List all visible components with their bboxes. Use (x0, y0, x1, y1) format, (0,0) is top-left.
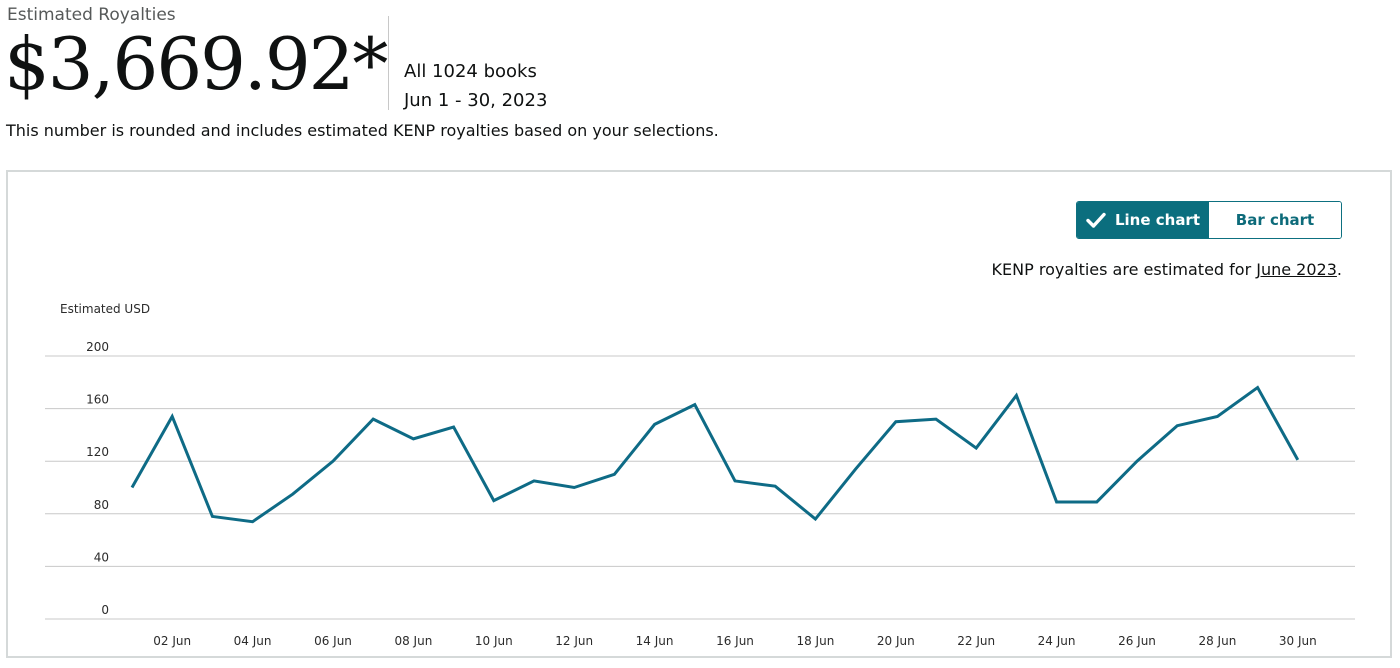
kenp-note-suffix: . (1336, 260, 1342, 279)
bar-chart-label: Bar chart (1235, 211, 1315, 229)
total-royalties-amount: $3,669.92* (4, 22, 388, 106)
x-tick-label: 12 Jun (555, 634, 593, 648)
books-count: All 1024 books (404, 61, 537, 82)
y-axis-ticks: 0 40 80 120 160 200 (86, 340, 109, 617)
y-tick-label: 80 (94, 498, 109, 512)
y-tick-label: 40 (94, 550, 109, 564)
x-tick-label: 10 Jun (475, 634, 513, 648)
kenp-estimate-note: KENP royalties are estimated for June 20… (992, 260, 1342, 279)
data-point[interactable] (970, 442, 982, 454)
data-point[interactable] (528, 475, 540, 487)
series-line (130, 385, 1300, 524)
data-point[interactable] (1252, 382, 1264, 394)
data-point[interactable] (1091, 496, 1103, 508)
data-point[interactable] (729, 475, 741, 487)
estimated-royalties-label: Estimated Royalties (7, 5, 176, 25)
x-tick-label: 22 Jun (957, 634, 995, 648)
data-point[interactable] (1211, 410, 1223, 422)
y-tick-label: 120 (86, 445, 109, 459)
x-axis-ticks: 02 Jun 04 Jun 06 Jun 08 Jun 10 Jun 12 Jun 14 J… (153, 634, 1316, 648)
data-point[interactable] (930, 413, 942, 425)
data-point[interactable] (287, 488, 299, 500)
data-point[interactable] (769, 480, 781, 492)
x-tick-label: 18 Jun (796, 634, 834, 648)
data-point[interactable] (247, 516, 259, 528)
rounding-note: This number is rounded and includes esti… (6, 121, 719, 140)
data-point[interactable] (649, 418, 661, 430)
data-point[interactable] (608, 468, 620, 480)
x-tick-label: 14 Jun (636, 634, 674, 648)
x-tick-label: 04 Jun (234, 634, 272, 648)
line-chart-label: Line chart (1114, 211, 1201, 229)
kenp-note-prefix: KENP royalties are estimated for (991, 260, 1257, 279)
header-divider (388, 16, 389, 110)
y-tick-label: 200 (86, 340, 109, 354)
x-tick-label: 08 Jun (394, 634, 432, 648)
x-tick-label: 30 Jun (1279, 634, 1317, 648)
data-point[interactable] (689, 399, 701, 411)
series-group (126, 382, 1304, 528)
data-point[interactable] (809, 513, 821, 525)
checkmark-icon (1086, 212, 1106, 228)
data-point[interactable] (1010, 389, 1022, 401)
data-point[interactable] (850, 463, 862, 475)
x-tick-label: 26 Jun (1118, 634, 1156, 648)
x-tick-label: 02 Jun (153, 634, 191, 648)
line-chart-button[interactable]: Line chart (1077, 202, 1209, 238)
date-range: Jun 1 - 30, 2023 (404, 90, 548, 111)
y-axis-label: Estimated USD (60, 302, 150, 316)
data-point[interactable] (448, 421, 460, 433)
kenp-month-link[interactable]: June 2023 (1256, 260, 1337, 279)
header-meta: All 1024 books Jun 1 - 30, 2023 (404, 57, 547, 115)
data-point[interactable] (327, 455, 339, 467)
x-tick-label: 16 Jun (716, 634, 754, 648)
data-point[interactable] (890, 416, 902, 428)
bar-chart-button[interactable]: Bar chart (1209, 202, 1341, 238)
x-tick-label: 24 Jun (1038, 634, 1076, 648)
data-point[interactable] (568, 482, 580, 494)
chart-type-toggle: Line chart Bar chart (1076, 201, 1342, 239)
data-point[interactable] (1171, 420, 1183, 432)
data-point[interactable] (367, 413, 379, 425)
x-tick-label: 28 Jun (1198, 634, 1236, 648)
gridlines (45, 355, 1355, 620)
y-tick-label: 160 (86, 393, 109, 407)
data-point[interactable] (1131, 455, 1143, 467)
x-tick-label: 06 Jun (314, 634, 352, 648)
data-point[interactable] (1051, 496, 1063, 508)
data-point[interactable] (488, 495, 500, 507)
data-point[interactable] (1292, 454, 1304, 466)
data-point[interactable] (206, 510, 218, 522)
x-tick-label: 20 Jun (877, 634, 915, 648)
data-point[interactable] (126, 482, 138, 494)
data-point[interactable] (407, 433, 419, 445)
data-point[interactable] (166, 410, 178, 422)
y-tick-label: 0 (101, 603, 109, 617)
